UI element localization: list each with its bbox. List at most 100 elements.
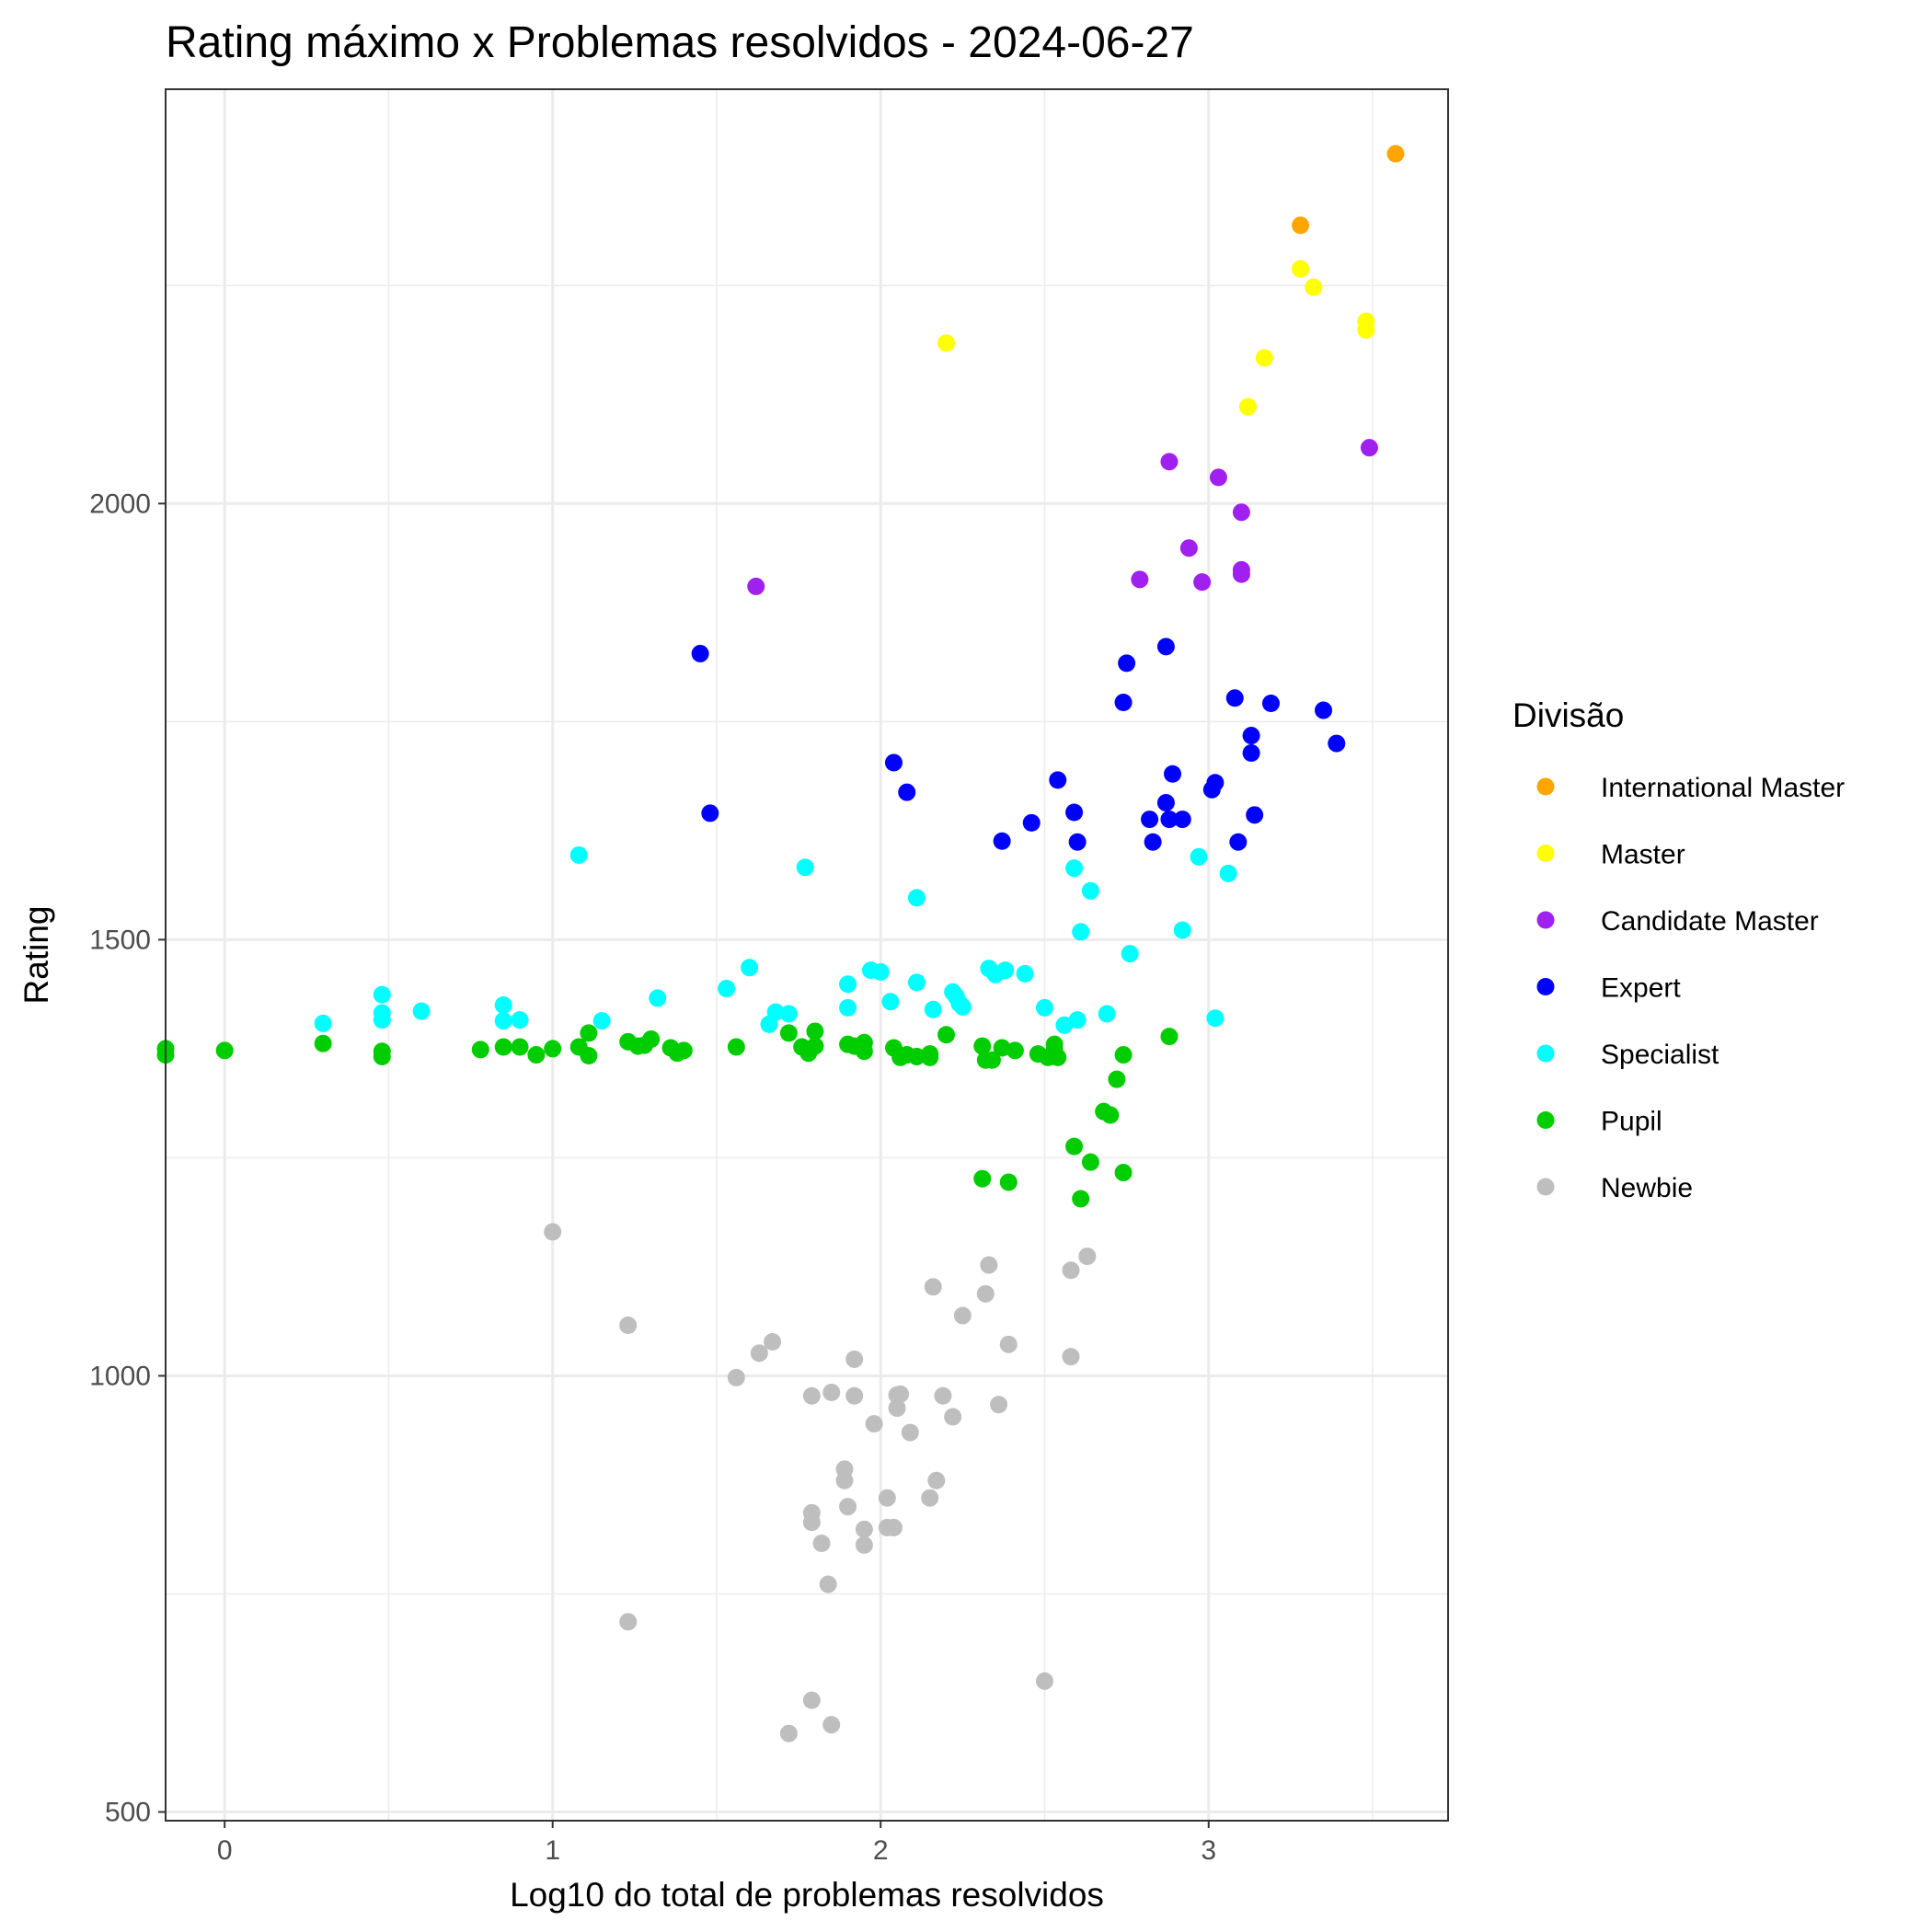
data-point [1193,573,1212,592]
data-point [779,1024,798,1042]
data-point [1315,701,1333,719]
x-tick-label: 0 [217,1835,233,1866]
data-point [1049,1048,1067,1066]
legend-key [1536,845,1555,862]
data-point [1121,945,1139,963]
data-point [921,1489,939,1507]
data-point [1328,734,1346,753]
data-point [544,1040,562,1058]
data-point [907,889,926,907]
data-point [718,980,736,998]
data-point [927,1471,946,1489]
data-point [819,1575,837,1593]
data-point [1065,803,1084,822]
data-point [215,1041,234,1060]
data-point [953,1306,972,1325]
legend-label: Expert [1601,973,1681,1004]
data-point [937,1026,956,1044]
data-point [1229,833,1248,851]
data-point [1156,794,1175,812]
data-point [1190,847,1208,866]
data-point [884,753,903,772]
legend-label: Specialist [1601,1040,1719,1070]
data-point [1101,1106,1120,1124]
data-point [1242,744,1260,763]
data-point [1206,1009,1225,1028]
data-point [993,1039,1011,1057]
data-point [881,993,900,1011]
data-point [580,1047,598,1065]
data-point [999,1335,1018,1353]
data-point [1081,881,1099,900]
legend: Divisão International Master Master Candid… [1512,696,1845,1203]
data-point [619,1316,638,1334]
y-tick-label: 1000 [89,1361,151,1391]
data-points [156,144,1405,1742]
data-point [1164,765,1182,783]
data-point [839,975,857,994]
data-point [802,1386,821,1405]
data-point [1141,811,1159,829]
data-point [901,1423,919,1442]
data-point [855,1535,873,1554]
y-axis: 500 1000 1500 2000 [89,489,166,1828]
data-point [986,965,1005,983]
data-point [993,832,1011,850]
data-point [1062,1348,1080,1366]
data-point [999,1173,1018,1191]
data-point [779,1005,798,1023]
legend-label: Master [1601,840,1685,870]
data-point [1098,1005,1116,1023]
data-point [973,1169,992,1188]
data-point [1219,864,1237,882]
legend-title: Divisão [1512,696,1624,734]
legend-label: Candidate Master [1601,906,1819,937]
data-point [1081,1153,1099,1171]
data-point [747,577,765,595]
data-point [649,989,667,1007]
data-point [1114,1164,1133,1182]
data-point [727,1038,745,1056]
gridlines [166,89,1448,1821]
data-point [1022,813,1041,832]
data-point [802,1513,821,1532]
data-point [1305,278,1323,296]
data-point [1357,321,1375,339]
data-point [1068,1011,1087,1029]
chart-title: Rating máximo x Problemas resolvidos - 2… [166,18,1194,67]
legend-label: International Master [1601,773,1845,803]
data-point [1225,689,1244,707]
data-point [884,1518,903,1536]
data-point [1292,259,1310,278]
data-point [1062,1261,1080,1280]
data-point [990,1396,1008,1414]
data-point [891,1385,910,1403]
data-point [1209,468,1227,487]
data-point [1045,1035,1064,1053]
data-point [835,1471,854,1489]
data-point [1035,1672,1053,1690]
data-point [1232,565,1250,583]
data-point [973,1037,992,1055]
data-point [494,1012,512,1030]
data-point [1232,503,1250,522]
data-point [674,1041,693,1060]
data-point [373,1011,391,1029]
data-point [878,1489,896,1507]
data-point [839,998,857,1017]
data-point [855,1520,873,1538]
data-point [1160,1028,1179,1046]
data-point [796,858,814,877]
data-point [580,1024,598,1042]
data-point [1065,859,1084,878]
data-point [592,1012,611,1030]
data-point [1239,397,1258,416]
data-point [373,985,391,1004]
data-point [511,1011,529,1029]
data-point [1202,780,1221,799]
data-point [1242,727,1260,745]
data-point [750,1344,768,1363]
data-point [806,1022,824,1041]
data-point [1255,349,1273,367]
